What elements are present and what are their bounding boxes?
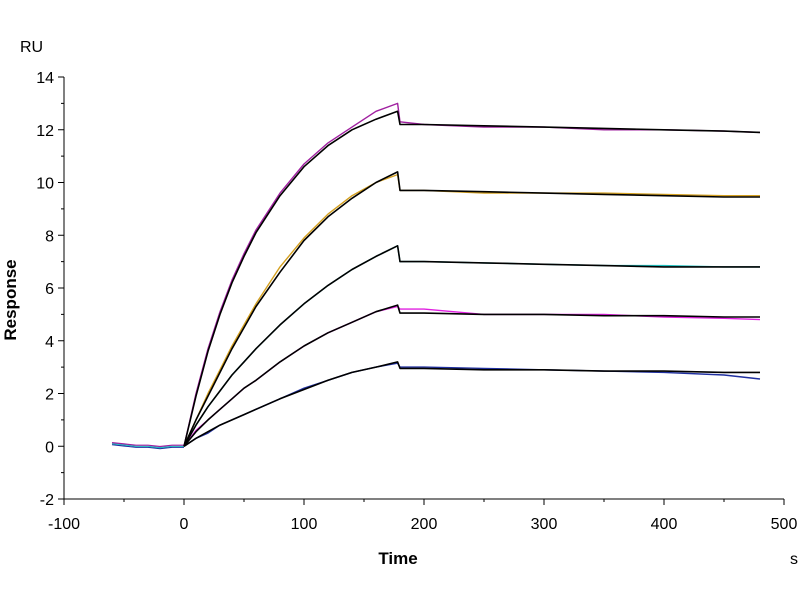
fit-line-2 [183, 171, 760, 447]
y-tick-label: 6 [45, 281, 54, 298]
x-tick-label: 0 [180, 516, 189, 533]
series-line-2 [183, 173, 760, 447]
x-tick-label: 100 [291, 516, 318, 533]
y-unit-label: RU [20, 39, 43, 56]
y-tick-label: 12 [36, 123, 54, 140]
y-tick-label: 0 [45, 439, 54, 456]
baseline-layer [111, 442, 184, 450]
y-tick-label: 14 [36, 70, 54, 87]
series-line-1 [183, 102, 761, 447]
fit-line-5 [183, 361, 760, 447]
y-tick-label: 4 [45, 334, 54, 351]
series-layer [183, 102, 761, 447]
fit-line-3 [183, 245, 760, 447]
fit-layer [183, 110, 761, 447]
x-tick-label: 500 [771, 516, 798, 533]
series-line-4 [183, 305, 761, 447]
y-tick-label: 2 [45, 387, 54, 404]
x-tick-label: 200 [411, 516, 438, 533]
baseline-trace [111, 444, 184, 450]
baseline-trace [111, 443, 184, 449]
x-tick-label: -100 [48, 516, 80, 533]
x-tick-label: 300 [531, 516, 558, 533]
fit-line-1 [183, 110, 761, 447]
y-tick-label: 10 [36, 176, 54, 193]
baseline-trace [111, 442, 184, 448]
y-tick-label: -2 [40, 492, 54, 509]
x-tick-label: 400 [651, 516, 678, 533]
series-line-5 [183, 362, 761, 447]
series-line-3 [183, 245, 760, 447]
y-axis-title: Response [1, 259, 20, 340]
x-unit-label: s [790, 551, 798, 568]
fit-line-4 [183, 304, 760, 447]
x-axis-title: Time [378, 549, 417, 568]
y-tick-label: 8 [45, 228, 54, 245]
axes: -2 0 2 4 6 8 10 12 14 -100 0 100 200 300 400 500 [36, 70, 797, 533]
